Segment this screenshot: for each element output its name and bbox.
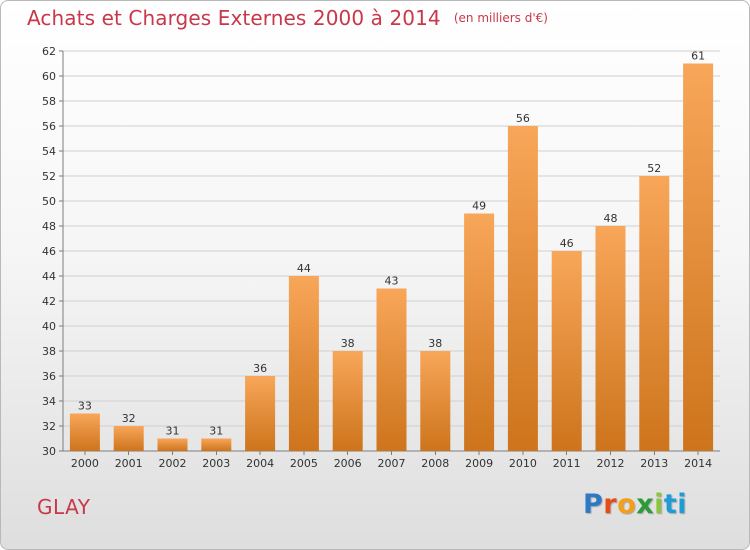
bar-2002: [157, 438, 188, 451]
bar-value-label-2014: 61: [691, 50, 705, 63]
bar-value-label-2000: 33: [78, 400, 92, 413]
bar-value-label-2002: 31: [166, 425, 180, 438]
bar-value-label-2010: 56: [516, 112, 530, 125]
bar-2003: [201, 438, 232, 451]
bars: [69, 63, 714, 451]
y-tick-label: 42: [42, 295, 56, 308]
x-tick-label-2006: 2006: [334, 457, 362, 470]
x-tick-label-2002: 2002: [159, 457, 187, 470]
y-tick-label: 34: [42, 395, 56, 408]
bar-2010: [507, 126, 538, 451]
x-tick-label-2008: 2008: [421, 457, 449, 470]
bar-value-label-2008: 38: [428, 337, 442, 350]
chart-title: Achats et Charges Externes 2000 à 2014 (…: [27, 6, 548, 30]
data-labels: 33 32 31 31 36 44 38 43 38 49 56 46 48 52 61: [78, 50, 705, 438]
proxiti-logo: Proxiti: [583, 489, 687, 520]
bar-2004: [245, 376, 276, 451]
y-tick-label: 50: [42, 195, 56, 208]
logo-letter-5: i: [654, 489, 664, 520]
logo-letter-3: o: [617, 489, 637, 520]
bar-2013: [639, 176, 670, 451]
bar-value-label-2005: 44: [297, 262, 311, 275]
bar-value-label-2009: 49: [472, 200, 486, 213]
chart-title-main: Achats et Charges Externes 2000 à 2014: [27, 6, 441, 30]
bar-2005: [288, 276, 319, 451]
x-tick-label-2012: 2012: [597, 457, 625, 470]
bar-value-label-2001: 32: [122, 412, 136, 425]
bar-2012: [595, 226, 626, 451]
bar-value-label-2011: 46: [560, 237, 574, 250]
y-tick-label: 30: [42, 445, 56, 458]
commune-name: GLAY: [37, 495, 91, 519]
y-tick-label: 36: [42, 370, 56, 383]
x-tick-label-2003: 2003: [202, 457, 230, 470]
bar-2006: [332, 351, 363, 451]
logo-letter-6: ti: [663, 489, 688, 520]
x-tick-label-2014: 2014: [684, 457, 712, 470]
y-tick-label: 46: [42, 245, 56, 258]
x-tick-label-2010: 2010: [509, 457, 537, 470]
y-tick-label: 32: [42, 420, 56, 433]
bar-value-label-2013: 52: [647, 162, 661, 175]
x-tick-label-2009: 2009: [465, 457, 493, 470]
chart-title-unit: (en milliers d'€): [453, 11, 548, 25]
y-tick-label: 56: [42, 120, 56, 133]
logo-letter-1: P: [583, 489, 604, 520]
bar-2014: [683, 63, 714, 451]
bar-value-label-2004: 36: [253, 362, 267, 375]
bar-value-label-2012: 48: [604, 212, 618, 225]
y-tick-label: 48: [42, 220, 56, 233]
y-tick-label: 52: [42, 170, 56, 183]
x-tick-label-2001: 2001: [115, 457, 143, 470]
bar-2011: [551, 251, 582, 451]
logo-letter-2: r: [603, 489, 618, 520]
logo-letter-4: x: [636, 489, 655, 520]
y-tick-label: 62: [42, 45, 56, 58]
y-tick-label: 58: [42, 95, 56, 108]
bar-value-label-2007: 43: [385, 275, 399, 288]
bar-2008: [420, 351, 451, 451]
y-tick-label: 44: [42, 270, 56, 283]
x-tick-label-2005: 2005: [290, 457, 318, 470]
y-tick-label: 40: [42, 320, 56, 333]
bar-2000: [69, 413, 100, 451]
bar-2001: [113, 426, 144, 451]
x-tick-label-2013: 2013: [640, 457, 668, 470]
y-tick-label: 54: [42, 145, 56, 158]
y-tick-label: 60: [42, 70, 56, 83]
bar-value-label-2003: 31: [209, 425, 223, 438]
y-tick-label: 38: [42, 345, 56, 358]
bar-2007: [376, 288, 407, 451]
x-tick-label-2007: 2007: [378, 457, 406, 470]
bar-value-label-2006: 38: [341, 337, 355, 350]
bar-2009: [464, 213, 495, 451]
x-tick-label-2004: 2004: [246, 457, 274, 470]
x-tick-label-2000: 2000: [71, 457, 99, 470]
x-tick-label-2011: 2011: [553, 457, 581, 470]
